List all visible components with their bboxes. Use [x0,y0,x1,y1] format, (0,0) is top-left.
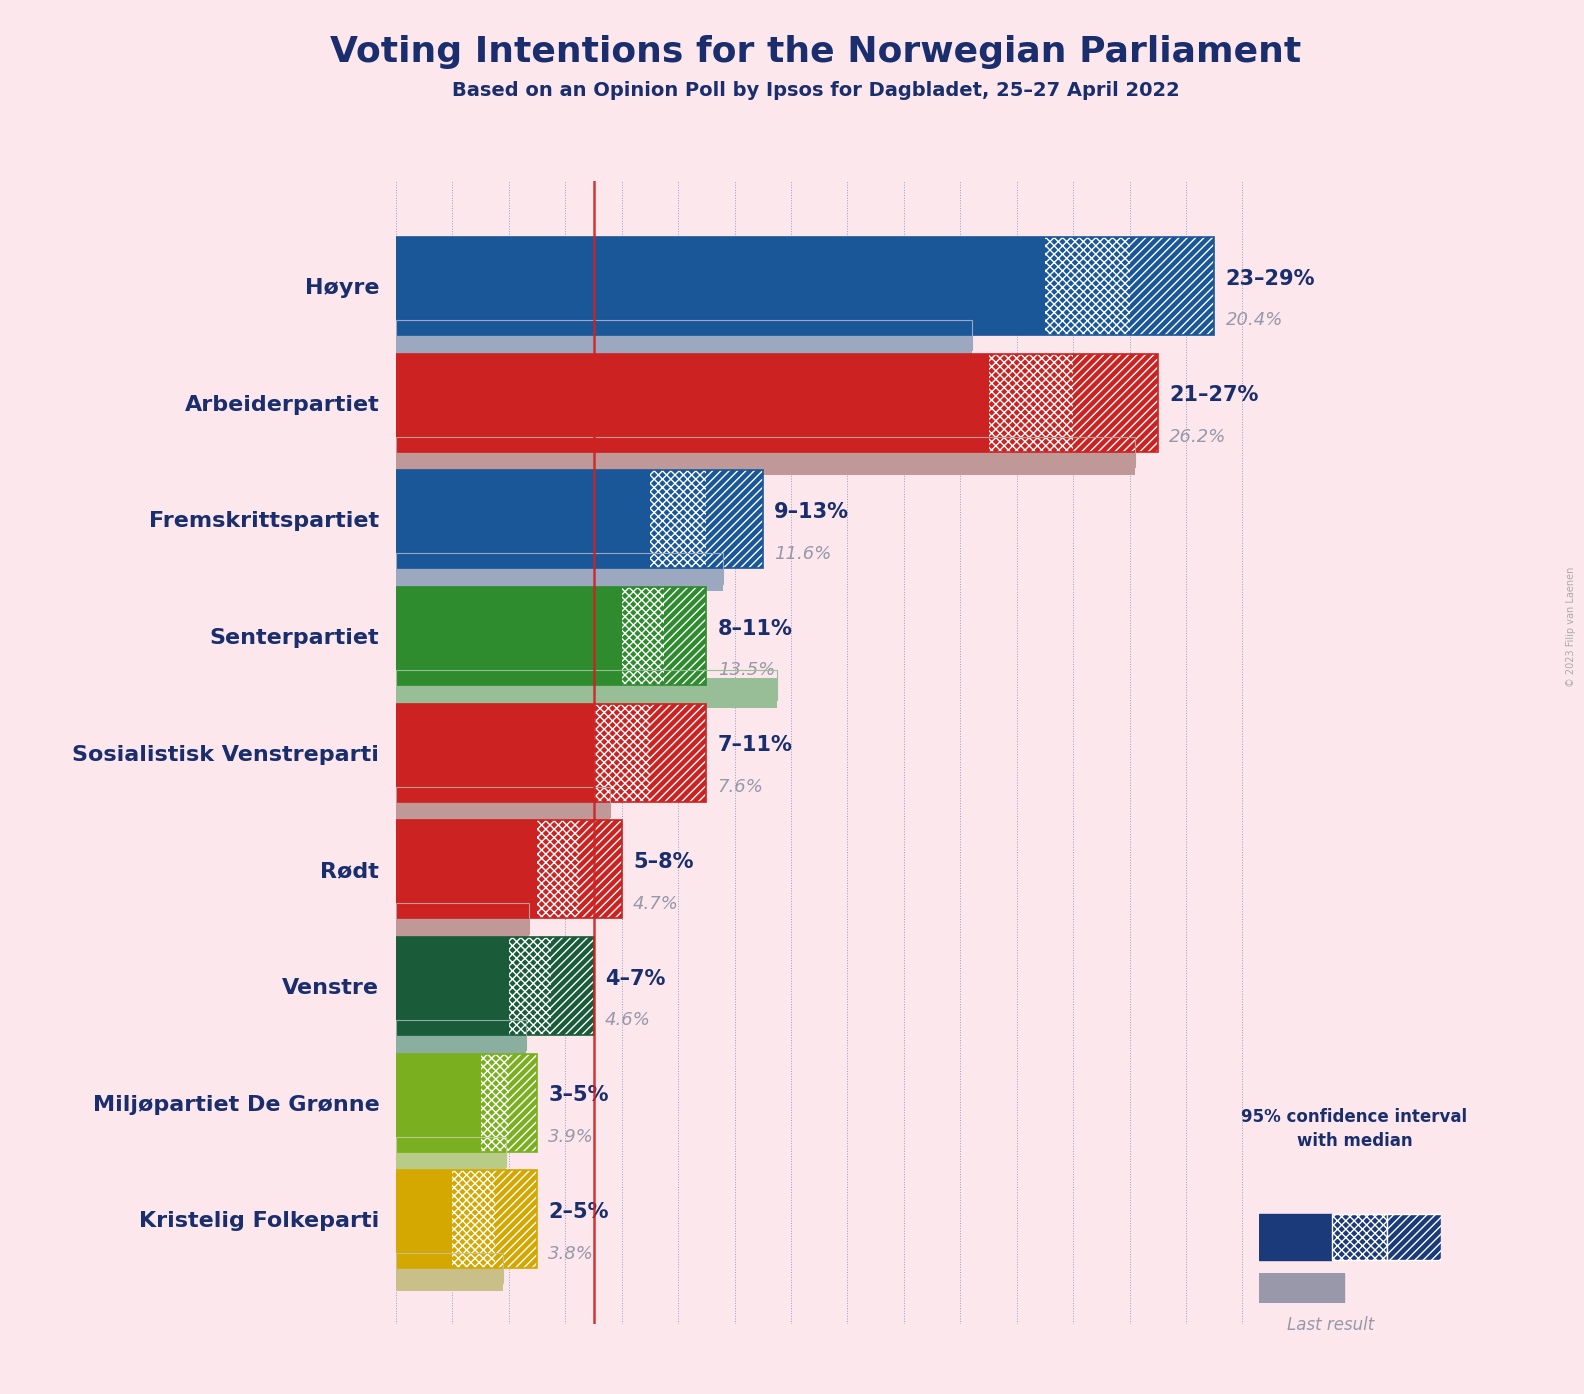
Text: Based on an Opinion Poll by Ipsos for Dagbladet, 25–27 April 2022: Based on an Opinion Poll by Ipsos for Da… [451,81,1180,100]
Bar [396,1054,480,1151]
Bar [1332,1214,1388,1260]
Bar [396,445,1136,474]
Bar [396,1027,526,1058]
Bar [537,821,580,919]
Bar [396,786,610,817]
Bar [396,910,529,941]
Text: 2–5%: 2–5% [548,1202,608,1223]
Bar [396,1260,504,1291]
Bar [494,1171,537,1269]
Bar [396,937,594,1034]
Bar [396,704,706,802]
Bar [396,560,724,591]
Bar [396,321,971,350]
Text: 20.4%: 20.4% [1226,311,1283,329]
Bar [396,587,623,684]
Bar [623,587,664,684]
Bar [396,436,1136,467]
Bar [480,1054,508,1151]
Bar [594,704,649,802]
Bar [453,1171,494,1269]
Text: 3–5%: 3–5% [548,1086,608,1105]
Text: © 2023 Filip van Laenen: © 2023 Filip van Laenen [1567,567,1576,687]
Text: Last result: Last result [1286,1316,1375,1334]
Bar [1259,1214,1332,1260]
Bar [396,1020,526,1050]
Bar [396,937,508,1034]
Bar [649,704,706,802]
Bar [396,587,706,684]
Bar [396,237,1045,335]
Bar [396,553,724,584]
Bar [396,1253,504,1284]
Text: Voting Intentions for the Norwegian Parliament: Voting Intentions for the Norwegian Parl… [329,35,1302,68]
Bar [396,237,1215,335]
Text: 8–11%: 8–11% [718,619,792,638]
Text: 23–29%: 23–29% [1226,269,1315,289]
Text: 4–7%: 4–7% [605,969,665,988]
Text: 11.6%: 11.6% [775,545,832,563]
Bar [396,677,776,708]
Text: 26.2%: 26.2% [1169,428,1226,446]
Bar [396,354,1158,452]
Bar [1074,354,1158,452]
Bar [396,1054,537,1151]
Bar [396,1136,505,1167]
Bar [508,1054,537,1151]
Bar [580,821,623,919]
Bar [396,795,610,824]
Bar [1388,1214,1441,1260]
Text: 7.6%: 7.6% [718,778,763,796]
Text: 95% confidence interval
with median: 95% confidence interval with median [1242,1108,1467,1150]
Bar [551,937,594,1034]
Bar [664,587,706,684]
Bar [396,354,988,452]
Bar [396,1171,453,1269]
Bar [396,1144,505,1174]
Bar [396,671,776,700]
Bar [396,704,594,802]
Bar [396,471,763,569]
Text: 5–8%: 5–8% [634,852,694,873]
Bar [988,354,1074,452]
Bar [706,471,763,569]
Bar [1259,1273,1345,1303]
Text: 13.5%: 13.5% [718,661,775,679]
Text: 7–11%: 7–11% [718,736,792,756]
Bar [649,471,706,569]
Text: 3.9%: 3.9% [548,1128,594,1146]
Text: 3.8%: 3.8% [548,1245,594,1263]
Bar [396,471,649,569]
Bar [396,821,537,919]
Bar [1129,237,1215,335]
Text: 4.7%: 4.7% [634,895,680,913]
Text: 9–13%: 9–13% [775,502,849,523]
Text: 21–27%: 21–27% [1169,386,1258,406]
Bar [396,1171,537,1269]
Text: 4.6%: 4.6% [605,1011,651,1029]
Bar [508,937,551,1034]
Bar [396,903,529,934]
Bar [396,328,971,358]
Bar [1045,237,1129,335]
Bar [396,821,623,919]
